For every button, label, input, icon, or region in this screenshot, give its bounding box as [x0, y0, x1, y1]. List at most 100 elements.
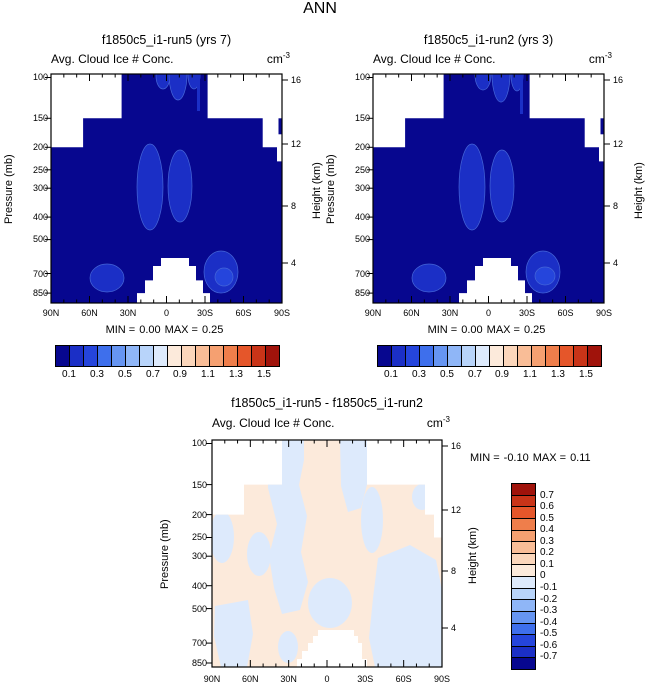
colorbar-tick-label: 1.1: [201, 369, 215, 380]
pressure-tick-label: 200: [354, 142, 370, 152]
colorbar-cell: [490, 346, 504, 366]
colorbar-cell: [378, 346, 392, 366]
colorbar-tick-label: 0.1: [62, 369, 76, 380]
colorbar-cell: [392, 346, 406, 366]
latitude-tick-label: 90N: [42, 308, 60, 318]
pressure-tick-label: 100: [354, 72, 370, 82]
colorbar-cell: [98, 346, 112, 366]
latitude-tick-label: 90N: [203, 674, 221, 684]
diff-pressure-axis-title: Pressure (mb): [159, 519, 171, 589]
colorbar-cell: [112, 346, 126, 366]
diff-title: f1850c5_i1-run5 - f1850c5_i1-run2: [231, 396, 423, 410]
colorbar-tick-label: 0: [540, 570, 546, 581]
colorbar-tick-label: 1.3: [229, 369, 243, 380]
run2-minmax: MIN = 0.00 MAX = 0.25: [427, 324, 546, 336]
colorbar-tick-label: -0.3: [540, 605, 558, 616]
colorbar-tick-label: 0.2: [540, 547, 554, 558]
run5-height-axis-title: Height (km): [311, 162, 323, 219]
colorbar-cell: [512, 577, 535, 589]
pressure-tick-label: 400: [32, 212, 48, 222]
run5-title: f1850c5_i1-run5 (yrs 7): [101, 33, 232, 47]
colorbar-tick-label: 0.7: [468, 369, 482, 380]
height-tick-label: 16: [451, 441, 462, 451]
latitude-tick-label: 30N: [441, 308, 459, 318]
colorbar-tick-label: -0.2: [540, 594, 558, 605]
colorbar-cell: [126, 346, 140, 366]
pressure-tick-label: 500: [32, 234, 48, 244]
colorbar-cell: [84, 346, 98, 366]
colorbar-cell: [512, 495, 535, 508]
colorbar-cell: [420, 346, 434, 366]
pressure-tick-label: 300: [354, 183, 370, 193]
colorbar-tick-label: 0.5: [118, 369, 132, 380]
colorbar-cell: [140, 346, 154, 366]
colorbar-tick-label: 0.3: [412, 369, 426, 380]
colorbar-cell: [56, 346, 70, 366]
latitude-tick-label: 60S: [235, 308, 252, 318]
height-tick-label: 12: [291, 139, 302, 149]
height-tick-label: 12: [451, 505, 462, 515]
latitude-tick-label: 60S: [395, 674, 412, 684]
colorbar-cell: [588, 346, 601, 366]
height-tick-label: 8: [613, 201, 619, 211]
colorbar-cell: [518, 346, 532, 366]
colorbar-tick-label: 1.5: [257, 369, 271, 380]
colorbar-tick-label: 0.7: [540, 490, 554, 501]
height-tick-label: 16: [291, 75, 302, 85]
colorbar-cell: [574, 346, 588, 366]
run2-title: f1850c5_i1-run2 (yrs 3): [423, 33, 554, 47]
colorbar-cell: [448, 346, 462, 366]
pressure-tick-label: 700: [354, 269, 370, 279]
run2-units-label: cm-3: [588, 51, 612, 66]
run5-minmax: MIN = 0.00 MAX = 0.25: [105, 324, 224, 336]
colorbar-cell: [154, 346, 168, 366]
latitude-tick-label: 60N: [81, 308, 98, 318]
run5-filled-region: [51, 74, 282, 303]
pressure-tick-label: 300: [32, 183, 48, 193]
pressure-tick-label: 850: [32, 288, 48, 298]
latitude-tick-label: 60S: [557, 308, 574, 318]
run2-height-axis-title: Height (km): [633, 162, 645, 219]
colorbar-cell: [560, 346, 574, 366]
pressure-tick-label: 200: [191, 510, 207, 520]
colorbar-tick-label: 0.7: [146, 369, 160, 380]
colorbar-tick-label: -0.7: [540, 651, 558, 662]
pressure-tick-label: 400: [354, 212, 370, 222]
colorbar-cell: [182, 346, 196, 366]
colorbar-tick-label: -0.4: [540, 617, 558, 628]
colorbar-cell: [434, 346, 448, 366]
run2-contour-maxima: [411, 74, 561, 294]
colorbar-tick-label: 1.1: [523, 369, 537, 380]
colorbar-cell: [512, 530, 535, 543]
colorbar-cell: [512, 484, 535, 496]
run5-pressure-axis-title: Pressure (mb): [3, 154, 15, 224]
colorbar-cell: [70, 346, 84, 366]
page-title: ANN: [303, 0, 337, 17]
pressure-tick-label: 400: [191, 581, 207, 591]
colorbar-cell: [512, 542, 535, 554]
pressure-tick-label: 150: [32, 113, 48, 123]
run2-filled-region: [373, 74, 604, 303]
latitude-tick-label: 90N: [364, 308, 382, 318]
pressure-tick-label: 850: [191, 658, 207, 668]
colorbar-cell: [462, 346, 476, 366]
pressure-tick-label: 250: [354, 165, 370, 175]
run5-plot: [45, 73, 288, 304]
latitude-tick-label: 60N: [242, 674, 259, 684]
diff-minmax: MIN = -0.10 MAX = 0.11: [470, 452, 591, 464]
run2-colorbar: [377, 345, 602, 367]
latitude-tick-label: 60N: [403, 308, 420, 318]
latitude-tick-label: 30N: [280, 674, 297, 684]
pressure-tick-label: 700: [191, 638, 207, 648]
run2-subtitle-row: Avg. Cloud Ice # Conc. cm-3: [373, 51, 612, 66]
run5-contour-maxima: [89, 74, 239, 294]
pressure-tick-label: 500: [354, 234, 370, 244]
height-tick-label: 8: [451, 566, 457, 576]
colorbar-tick-label: -0.5: [540, 628, 558, 639]
diff-plot: [206, 439, 448, 668]
colorbar-tick-label: 0.5: [540, 513, 554, 524]
colorbar-tick-label: 1.5: [579, 369, 593, 380]
colorbar-tick-label: 0.4: [540, 524, 554, 535]
run5-edge-strip: [278, 118, 282, 135]
